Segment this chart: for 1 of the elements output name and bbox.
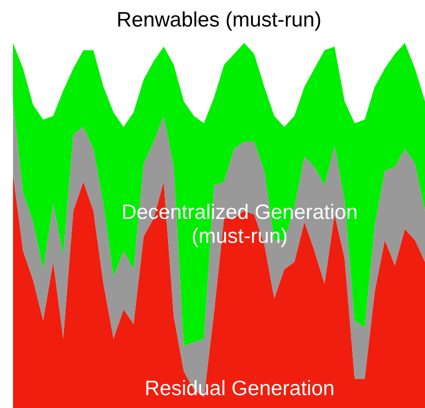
series-label: Renwables (must-run)	[118, 11, 320, 31]
